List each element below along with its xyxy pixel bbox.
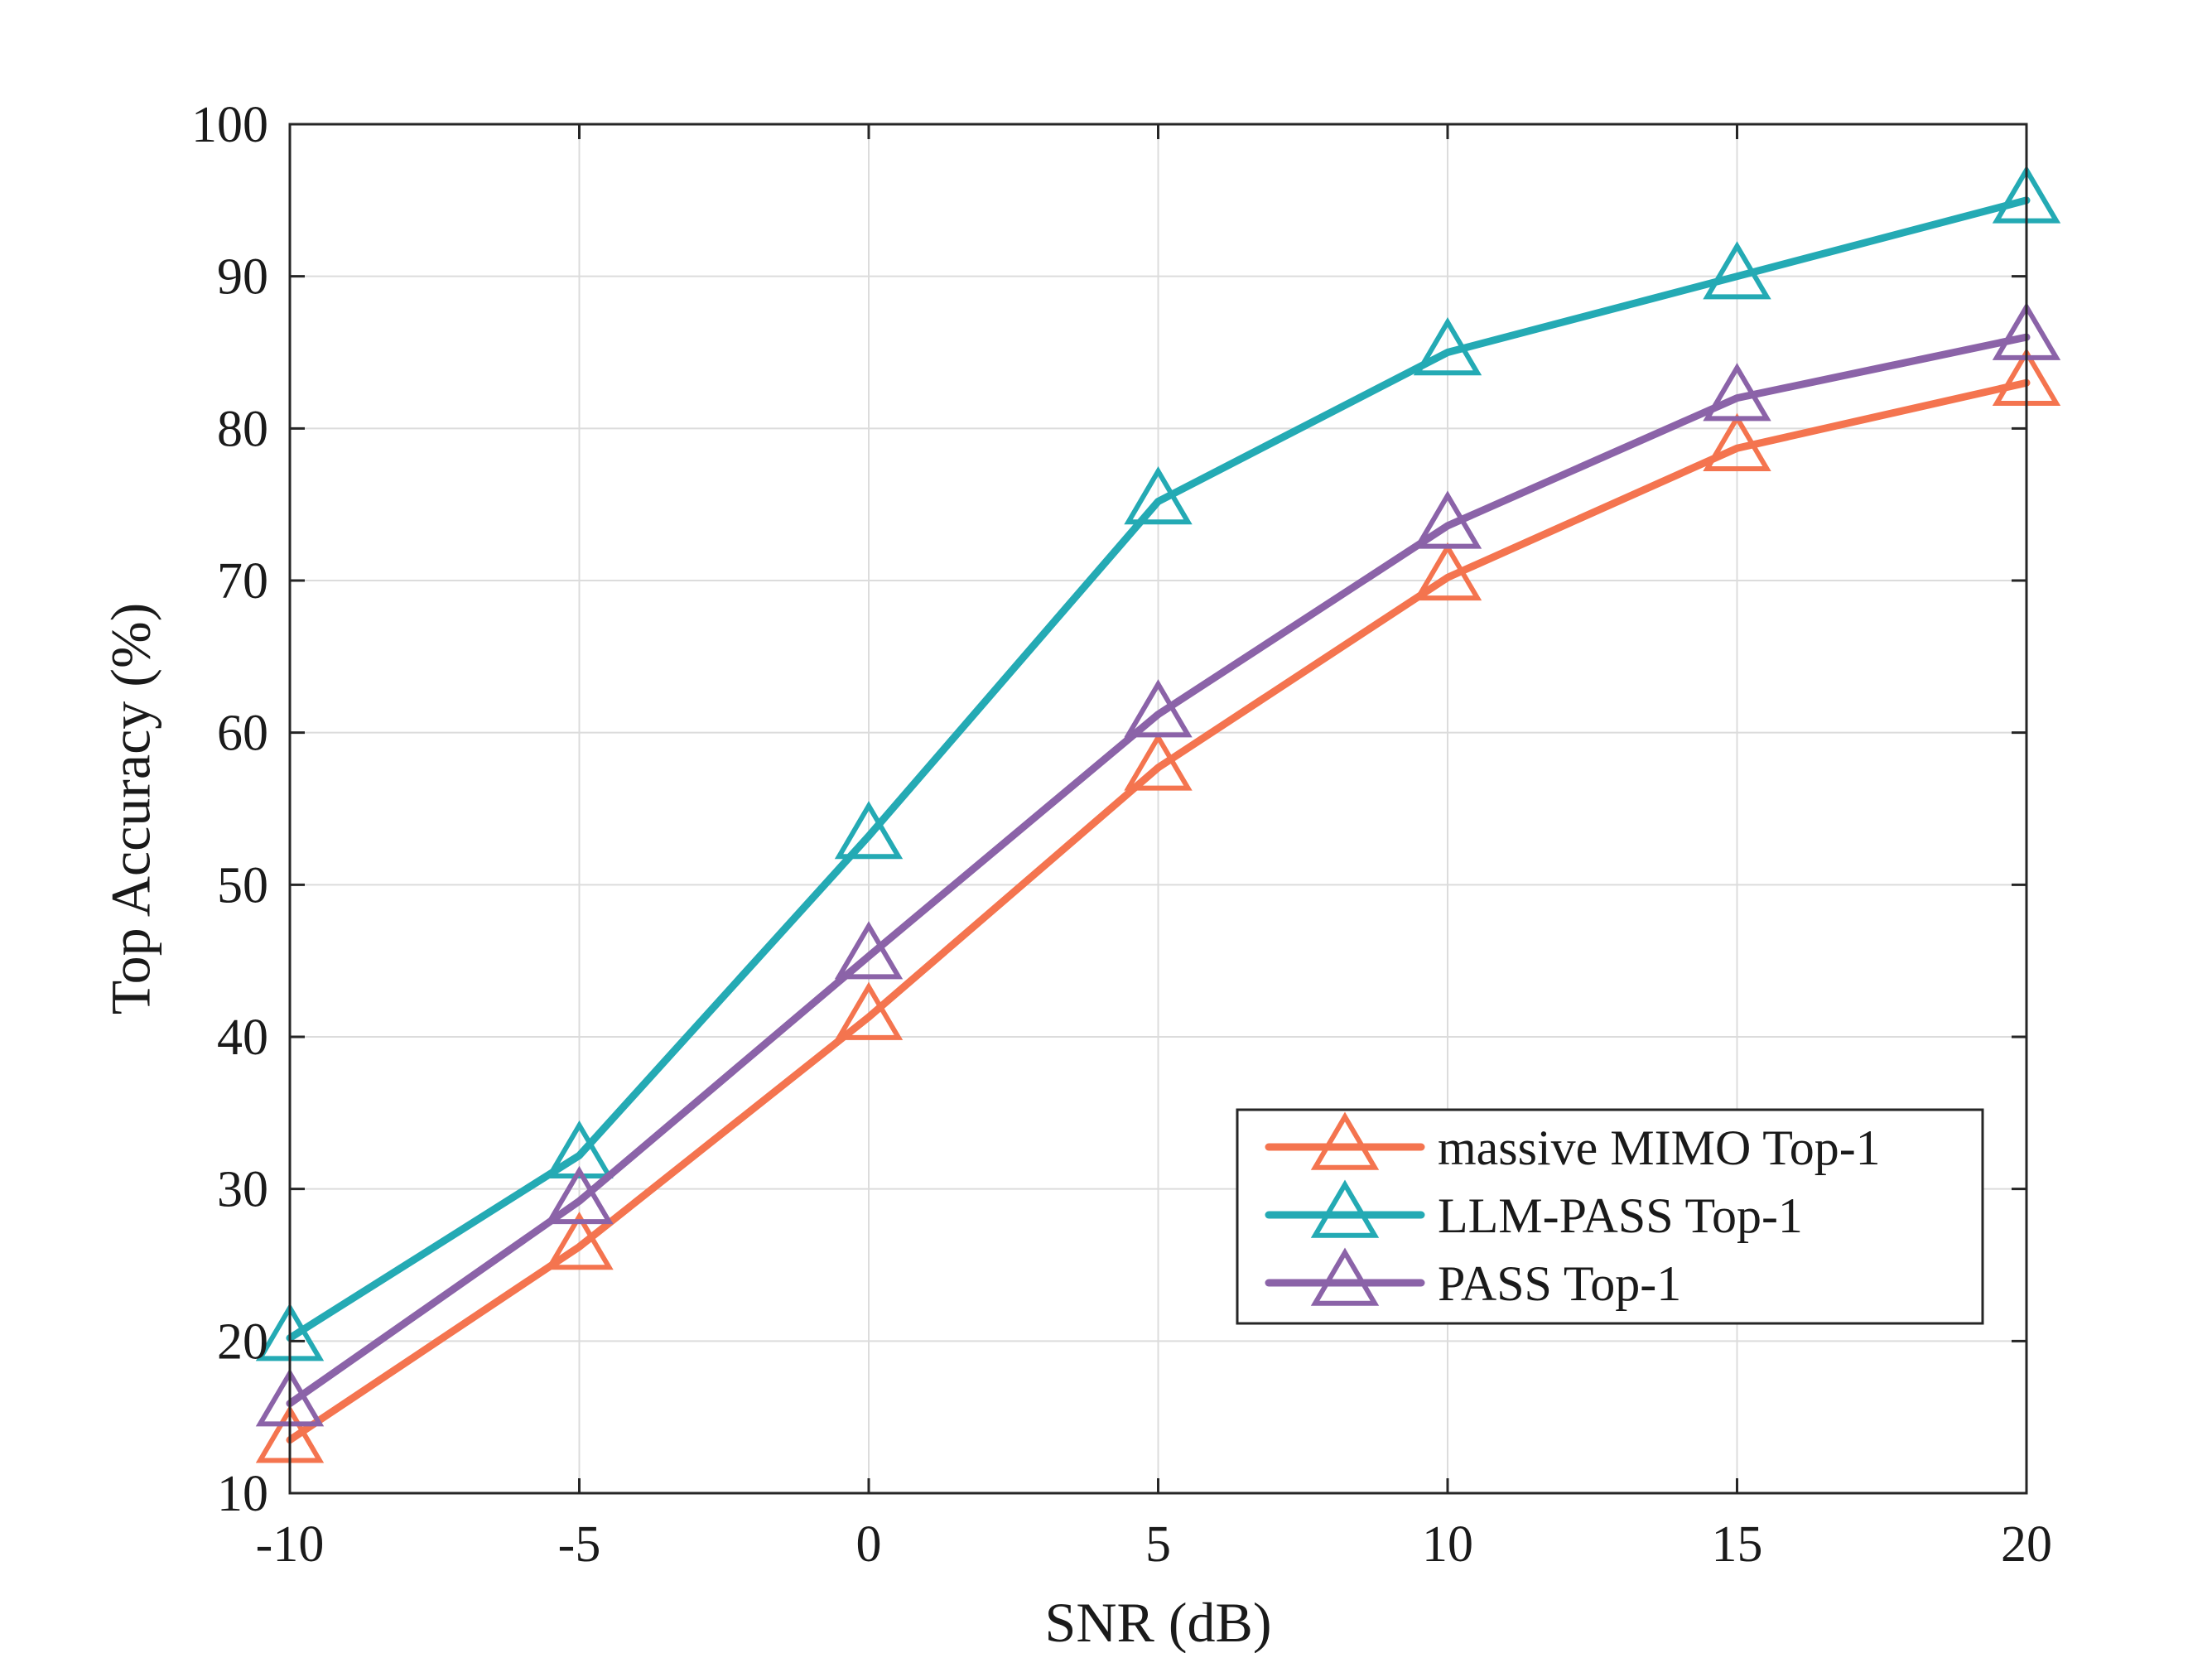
legend: massive MIMO Top-1 LLM-PASS Top-1 PASS Top… (1236, 1108, 1984, 1325)
x-tick-label: -10 (256, 1516, 325, 1573)
x-tick-label: 5 (1145, 1516, 1171, 1573)
x-tick-label: 15 (1712, 1516, 1763, 1573)
series-line (286, 333, 2031, 1408)
y-tick-label: 10 (217, 1466, 268, 1522)
legend-item: PASS Top-1 (1265, 1247, 1681, 1311)
y-tick-label: 40 (217, 1010, 268, 1066)
data-point-marker (1124, 732, 1193, 791)
series-line (286, 196, 2031, 1342)
y-tick-labels: 10 20 30 40 50 60 70 80 90 100 (191, 97, 268, 1522)
series-pass-top-1 (255, 301, 2061, 1427)
x-tick-label: 20 (2001, 1516, 2052, 1573)
data-point-marker (834, 981, 904, 1040)
y-tick-label: 100 (191, 97, 268, 153)
y-tick-label: 30 (217, 1162, 268, 1218)
data-point-marker (545, 1212, 614, 1270)
data-point-marker (1413, 317, 1482, 376)
x-axis-label: SNR (dB) (1045, 1591, 1272, 1653)
data-point-marker (1124, 679, 1193, 738)
legend-marker (1310, 1179, 1380, 1238)
data-point-marker (834, 801, 904, 860)
data-point-marker (545, 1165, 614, 1225)
y-tick-label: 20 (217, 1313, 268, 1370)
data-point-marker (545, 1120, 614, 1178)
x-tick-labels: -10 -5 0 5 10 15 20 (256, 1516, 2052, 1573)
legend-item: LLM-PASS Top-1 (1265, 1179, 1803, 1243)
legend-label: massive MIMO Top-1 (1438, 1120, 1881, 1175)
y-tick-label: 60 (217, 706, 268, 762)
data-point-marker (834, 921, 904, 980)
data-point-marker (1413, 542, 1482, 601)
y-tick-label: 50 (217, 857, 268, 913)
x-tick-label: 10 (1422, 1516, 1473, 1573)
y-axis-label: Top Accuracy (%) (99, 603, 162, 1014)
legend-marker (1310, 1111, 1380, 1170)
y-tick-label: 80 (217, 401, 268, 457)
x-tick-label: 0 (856, 1516, 882, 1573)
data-point-marker (1413, 490, 1482, 549)
y-tick-label: 90 (217, 249, 268, 306)
y-tick-label: 70 (217, 553, 268, 610)
x-tick-label: -5 (558, 1516, 601, 1573)
legend-label: LLM-PASS Top-1 (1438, 1188, 1803, 1243)
series-line (286, 378, 2031, 1444)
legend-label: PASS Top-1 (1438, 1256, 1681, 1311)
data-point-marker (1703, 363, 1771, 422)
data-point-marker (1124, 466, 1193, 525)
legend-item: massive MIMO Top-1 (1265, 1111, 1881, 1175)
legend-marker (1310, 1247, 1380, 1306)
data-point-marker (1703, 412, 1771, 471)
axis-ticks (288, 123, 2028, 1495)
data-point-marker (1703, 241, 1771, 300)
